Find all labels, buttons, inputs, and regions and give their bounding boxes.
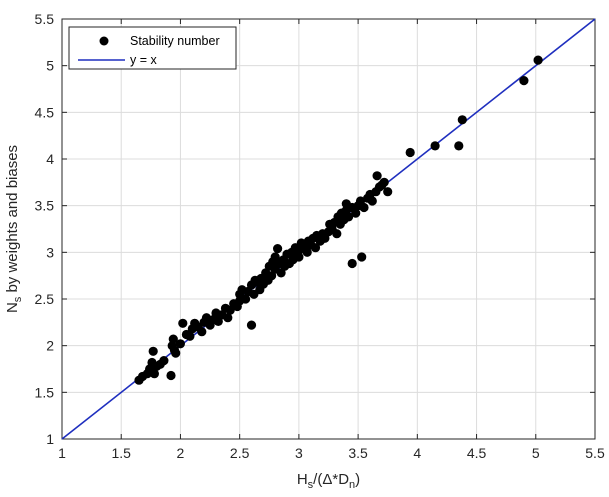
data-point — [149, 369, 159, 379]
x-tick-label: 5 — [532, 445, 540, 461]
data-point — [533, 55, 543, 65]
x-tick-label: 1.5 — [111, 445, 131, 461]
x-tick-label: 4.5 — [467, 445, 487, 461]
data-point — [367, 196, 377, 206]
legend-box — [68, 26, 237, 70]
data-point — [332, 229, 342, 239]
x-axis-label: Hs/(Δ*Dn) — [297, 471, 360, 491]
data-point — [148, 346, 158, 356]
data-point — [175, 339, 185, 349]
x-tick-label: 5.5 — [585, 445, 605, 461]
legend-marker-stability-number — [99, 36, 109, 46]
y-axis-label: Ns by weights and biases — [4, 145, 24, 313]
data-point — [294, 252, 304, 262]
data-point — [357, 252, 367, 262]
y-tick-label: 3 — [46, 244, 54, 260]
data-point — [241, 294, 251, 304]
data-point — [405, 147, 415, 158]
y-tick-label: 4.5 — [35, 104, 55, 120]
axis-ticks: 1 1.5 2 2.5 3 3.5 4 4.5 5 5.5 1 1.5 2 2.5 3 3.5 4 4.5 5 5.5 — [35, 11, 605, 461]
data-point — [347, 258, 357, 269]
data-point — [171, 348, 181, 358]
y-tick-label: 3.5 — [35, 198, 55, 214]
x-tick-label: 3 — [295, 445, 303, 461]
data-point — [223, 313, 233, 323]
data-point — [273, 244, 283, 254]
y-tick-label: 2.5 — [35, 291, 55, 307]
x-tick-label: 3.5 — [348, 445, 368, 461]
y-tick-label: 5 — [46, 58, 54, 74]
data-point — [166, 370, 176, 381]
data-point — [359, 202, 369, 213]
data-point — [197, 327, 207, 337]
y-tick-label: 1 — [46, 431, 54, 447]
data-point — [454, 141, 464, 151]
data-point — [185, 331, 195, 341]
data-point — [310, 243, 321, 253]
legend: Stability number y = x — [68, 26, 237, 70]
data-point — [457, 115, 467, 125]
data-point — [379, 177, 389, 187]
data-point — [168, 334, 178, 344]
x-tick-label: 2.5 — [230, 445, 250, 461]
y-tick-label: 5.5 — [35, 11, 55, 27]
data-point — [344, 212, 354, 222]
x-tick-label: 2 — [177, 445, 185, 461]
legend-label-y-equals-x: y = x — [130, 53, 157, 67]
data-point — [159, 356, 169, 366]
data-point — [430, 141, 440, 151]
x-tick-label: 1 — [58, 445, 66, 461]
scatter-points — [134, 55, 543, 385]
y-tick-label: 2 — [46, 338, 54, 354]
data-point — [246, 320, 257, 330]
plot-area — [61, 18, 596, 440]
y-tick-label: 1.5 — [35, 384, 55, 400]
data-point — [178, 318, 188, 328]
data-point — [383, 187, 393, 197]
data-point — [519, 76, 529, 86]
data-point — [302, 247, 312, 257]
legend-label-stability-number: Stability number — [130, 34, 220, 48]
x-tick-label: 4 — [413, 445, 421, 461]
y-tick-label: 4 — [46, 151, 54, 167]
data-point — [201, 313, 212, 323]
data-point — [351, 208, 361, 218]
data-point — [372, 171, 382, 181]
